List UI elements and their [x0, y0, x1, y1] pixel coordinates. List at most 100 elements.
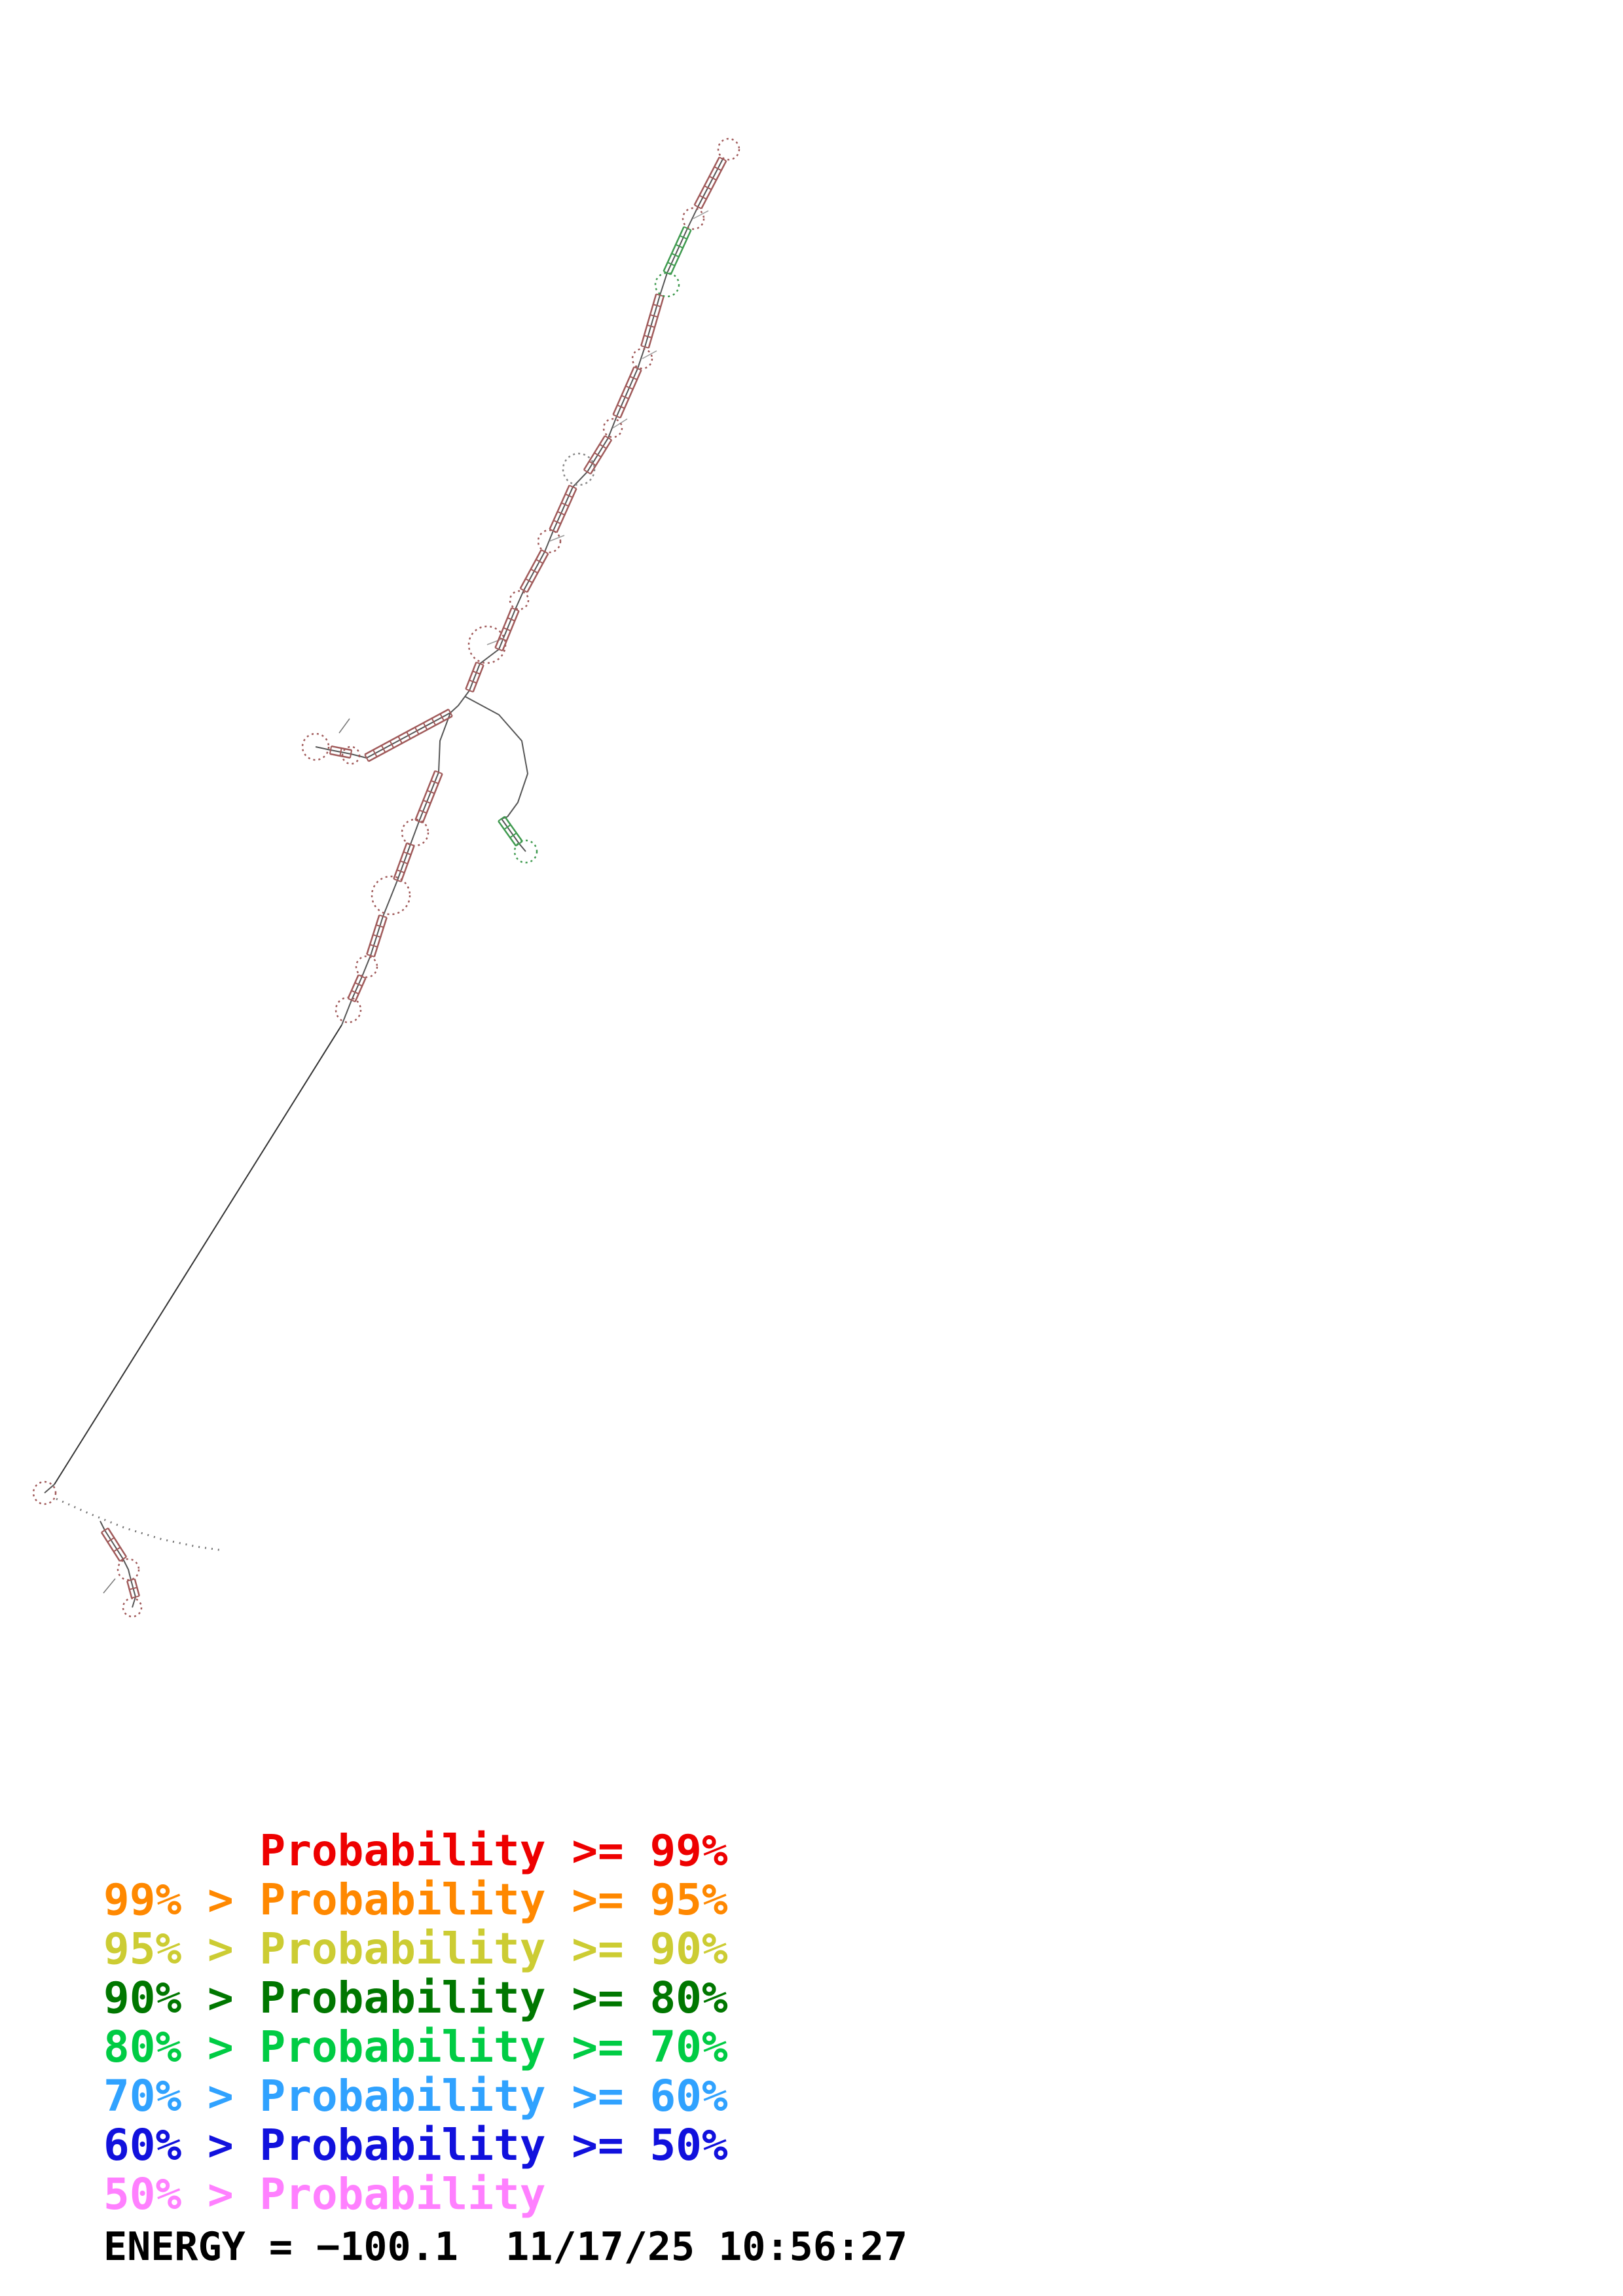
helix-strand	[549, 485, 570, 530]
helix-basepair	[553, 520, 561, 524]
helix-basepair	[525, 578, 533, 583]
helix-basepair	[530, 568, 538, 574]
helix-strand	[647, 296, 665, 349]
helix-strand	[612, 367, 635, 416]
helix-basepair	[634, 366, 642, 371]
helix-basepair	[354, 982, 363, 987]
helix-basepair	[427, 789, 435, 795]
helix-basepair	[509, 833, 517, 838]
helix-strand	[640, 293, 657, 346]
helix-strand	[503, 816, 523, 842]
backbone-line	[450, 690, 470, 713]
loop-circle	[335, 996, 362, 1024]
helix-basepair	[389, 740, 395, 749]
helix-basepair	[561, 502, 569, 507]
helix-basepair	[329, 745, 333, 755]
helix-basepair	[414, 726, 420, 735]
helix-basepair	[403, 851, 411, 855]
helix-basepair	[422, 722, 428, 730]
helix-basepair	[613, 414, 621, 419]
helix-basepair	[369, 944, 378, 948]
helix-strand	[414, 770, 436, 821]
backbone-line	[438, 712, 451, 773]
helix-basepair	[378, 914, 388, 918]
helix-basepair	[469, 679, 477, 684]
helix-basepair	[472, 670, 481, 675]
loop-circle	[401, 818, 429, 847]
backbone-line	[56, 1498, 225, 1552]
helix-strand	[100, 1532, 120, 1562]
helix-strand	[465, 662, 477, 690]
helix-basepair	[113, 1547, 121, 1552]
helix-basepair	[599, 444, 607, 449]
helix-basepair	[565, 493, 573, 498]
helix-strand	[498, 820, 517, 847]
loop-circle	[513, 839, 538, 864]
helix-basepair	[406, 731, 411, 740]
helix-basepair	[364, 754, 369, 762]
probability-legend: Probability >= 99% 99% > Probability >= …	[103, 1826, 728, 2219]
backbone-line	[693, 210, 709, 219]
helix-basepair	[397, 869, 405, 874]
energy-line: ENERGY = −100.1 11/17/25 10:56:27	[103, 2224, 908, 2270]
helix-basepair	[594, 452, 602, 457]
backbone-line	[341, 772, 439, 1026]
loop-circle	[341, 745, 361, 765]
helix-strand	[422, 773, 443, 823]
helix-basepair	[649, 314, 658, 318]
loop-circle	[537, 529, 562, 554]
helix-strand	[556, 488, 577, 533]
helix-basepair	[675, 243, 684, 249]
helix-basepair	[694, 204, 702, 209]
loop-circle	[301, 732, 330, 761]
helix-basepair	[647, 324, 655, 329]
helix-basepair	[557, 511, 565, 516]
loop-circle	[562, 452, 596, 486]
helix-basepair	[351, 990, 359, 995]
helix-basepair	[101, 1527, 109, 1534]
helix-basepair	[373, 749, 378, 757]
helix-strand	[693, 156, 720, 206]
loop-circle	[509, 590, 530, 611]
loop-circle	[631, 348, 653, 370]
backbone-line	[338, 718, 350, 734]
helix-basepair	[348, 997, 356, 1003]
helix-basepair	[719, 156, 727, 162]
helix-basepair	[663, 270, 671, 276]
helix-basepair	[431, 718, 437, 726]
legend-line-prob-90-95: 95% > Probability >= 90%	[103, 1924, 728, 1974]
helix-strand	[670, 229, 692, 276]
legend-line-prob-60-70: 70% > Probability >= 60%	[103, 2071, 728, 2121]
backbone-line	[500, 816, 526, 852]
helix-basepair	[129, 1587, 137, 1590]
helix-basepair	[520, 588, 528, 593]
helix-basepair	[397, 736, 403, 744]
helix-basepair	[431, 780, 439, 785]
loop-circle	[32, 1480, 57, 1505]
helix-basepair	[400, 860, 408, 865]
helix-basepair	[419, 809, 427, 814]
helix-basepair	[119, 1556, 127, 1562]
helix-basepair	[714, 166, 722, 171]
helix-basepair	[465, 688, 473, 693]
backbone-line	[44, 1484, 55, 1494]
helix-basepair	[629, 376, 638, 380]
helix-basepair	[604, 435, 612, 440]
helix-basepair	[667, 262, 676, 266]
helix-basepair	[621, 395, 629, 400]
helix-basepair	[107, 1537, 115, 1543]
helix-basepair	[640, 345, 649, 349]
helix-basepair	[653, 304, 661, 308]
helix-basepair	[617, 404, 625, 409]
helix-basepair	[448, 709, 453, 717]
helix-basepair	[583, 469, 591, 475]
backbone-line	[469, 158, 723, 691]
backbone-line	[54, 1024, 342, 1485]
helix-strand	[701, 160, 727, 209]
loop-circle	[654, 272, 680, 298]
loop-circle	[371, 875, 411, 916]
loop-circle	[117, 1558, 140, 1581]
backbone-line	[103, 1578, 116, 1594]
loop-circle	[355, 955, 378, 978]
